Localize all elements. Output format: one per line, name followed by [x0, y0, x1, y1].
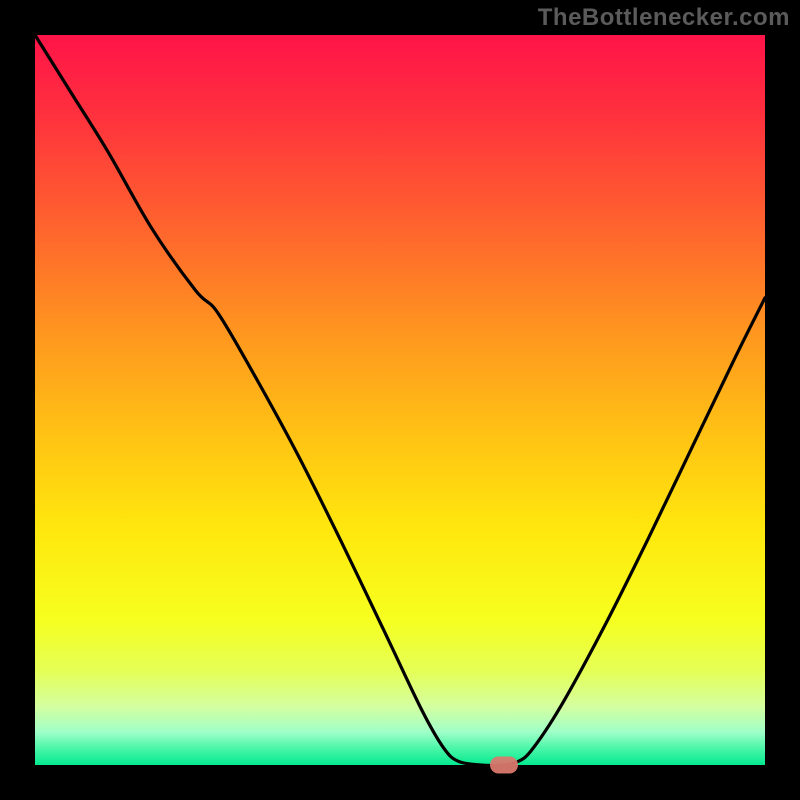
plot-background	[35, 35, 765, 765]
chart-stage: TheBottlenecker.com	[0, 0, 800, 800]
bottleneck-chart	[0, 0, 800, 800]
watermark-text: TheBottlenecker.com	[538, 4, 790, 32]
optimum-marker	[490, 757, 518, 774]
